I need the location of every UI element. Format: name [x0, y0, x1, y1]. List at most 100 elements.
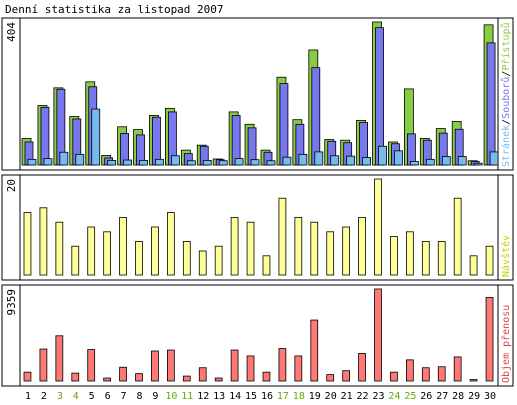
x-tick-label: 13	[213, 391, 225, 402]
visits-bar	[405, 231, 414, 276]
files-bar	[311, 67, 321, 166]
pages-bar	[202, 159, 212, 166]
x-tick-label: 9	[152, 391, 158, 402]
visits-bar	[485, 245, 494, 276]
visits-bar	[71, 245, 80, 276]
x-tick-label: 2	[41, 391, 47, 402]
visits-bar	[55, 221, 64, 276]
files-bar	[406, 133, 416, 166]
pages-bar	[234, 158, 244, 166]
volume-bar	[326, 374, 335, 382]
x-tick-label: 10	[165, 391, 177, 402]
x-tick-label: 23	[372, 391, 384, 402]
volume-bar	[437, 366, 446, 382]
pages-bar	[27, 158, 37, 166]
visits-bar	[310, 221, 319, 276]
pages-bar	[282, 156, 292, 166]
pages-bar	[489, 151, 499, 166]
visits-bar	[151, 226, 159, 276]
visits-bar	[198, 250, 207, 276]
volume-bar	[119, 366, 127, 382]
pages-bar	[330, 155, 340, 166]
volume-bar	[166, 349, 175, 382]
legend-entry: Stránek	[500, 125, 512, 167]
x-tick-label: 27	[436, 391, 448, 402]
volume-bar	[405, 359, 414, 382]
files-bar	[486, 42, 496, 166]
pages-bar	[91, 108, 101, 166]
volume-bar	[342, 370, 350, 382]
pages-bar	[218, 160, 228, 166]
middle-ymax-label: 20	[5, 179, 18, 192]
x-tick-label: 19	[309, 391, 321, 402]
visits-bar	[262, 255, 271, 276]
pages-bar	[186, 160, 196, 166]
volume-bar	[135, 373, 143, 382]
pages-bar	[298, 153, 308, 166]
volume-bar	[453, 356, 462, 382]
pages-bar	[155, 158, 164, 166]
top-legend: Stránek/Souborů/Přístupů	[500, 22, 512, 167]
x-tick-label: 28	[452, 391, 464, 402]
volume-bar	[310, 319, 319, 382]
pages-bar	[441, 156, 451, 166]
x-tick-label: 24	[388, 391, 400, 402]
files-bar	[40, 106, 50, 166]
volume-bar	[103, 377, 111, 382]
top-plot-frame	[19, 17, 499, 171]
x-tick-label: 17	[277, 391, 289, 402]
x-tick-label: 14	[229, 391, 241, 402]
x-tick-label: 4	[73, 391, 79, 402]
files-bar	[152, 116, 161, 166]
x-tick-label: 22	[357, 391, 369, 402]
visits-bar	[135, 240, 143, 276]
volume-bar	[469, 379, 478, 382]
volume-bar	[294, 355, 303, 382]
bottom-panel-frame	[1, 284, 514, 387]
x-tick-label: 1	[25, 391, 31, 402]
volume-bar	[246, 355, 255, 382]
visits-bar	[294, 216, 303, 276]
pages-bar	[139, 159, 148, 166]
visits-bar	[358, 216, 366, 276]
x-tick-label: 8	[136, 391, 142, 402]
visits-bar	[119, 216, 127, 276]
pages-bar	[123, 159, 132, 166]
pages-bar	[473, 162, 483, 166]
volume-bar	[485, 297, 494, 382]
pages-bar	[314, 151, 324, 166]
chart-title: Denní statistika za listopad 2007	[5, 3, 224, 16]
x-tick-label: 7	[121, 391, 127, 402]
visits-bar	[246, 221, 255, 276]
volume-bar	[230, 349, 239, 382]
pages-bar	[378, 145, 387, 166]
visits-bar	[214, 245, 223, 276]
visits-bar	[390, 236, 398, 276]
x-tick-label: 15	[245, 391, 257, 402]
x-tick-label: 18	[293, 391, 305, 402]
files-bar	[279, 83, 289, 166]
visits-bar	[278, 197, 287, 276]
volume-bar	[87, 349, 96, 382]
volume-bar	[214, 377, 223, 382]
pages-bar	[107, 159, 117, 166]
volume-bar	[390, 371, 398, 382]
volume-bar	[278, 348, 287, 382]
visits-bar	[103, 231, 111, 276]
volume-bar	[421, 367, 430, 382]
x-tick-label: 12	[197, 391, 209, 402]
pages-bar	[75, 153, 85, 166]
pages-bar	[59, 151, 69, 166]
visits-bar	[182, 240, 191, 276]
volume-bar	[358, 353, 366, 382]
volume-bar	[198, 367, 207, 382]
pages-bar	[43, 158, 53, 166]
volume-bar	[182, 375, 191, 382]
visits-bar	[453, 197, 462, 276]
visits-bar	[326, 231, 335, 276]
pages-bar	[457, 156, 467, 166]
x-tick-label: 30	[484, 391, 496, 402]
middle-legend: Návštěv	[500, 235, 512, 277]
top-ymax-label: 404	[5, 22, 18, 42]
x-tick-label: 3	[57, 391, 63, 402]
